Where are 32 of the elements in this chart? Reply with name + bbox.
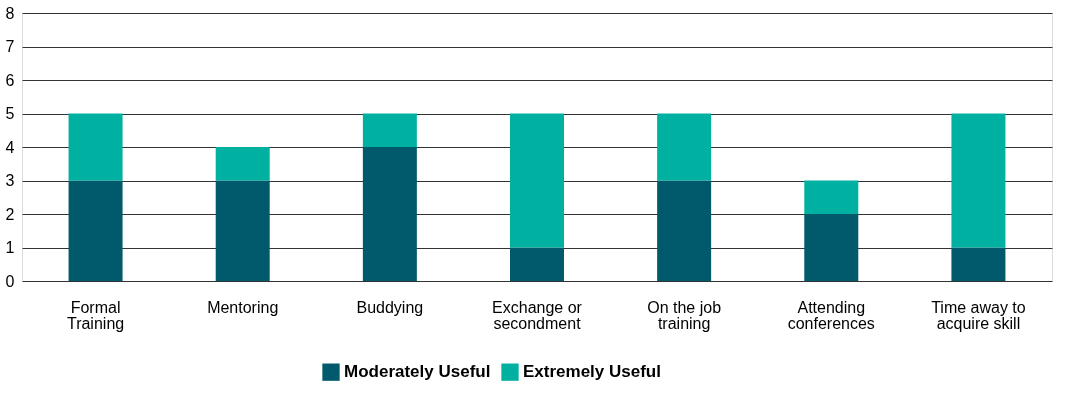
legend-label: Extremely Useful bbox=[523, 362, 661, 382]
x-tick-label: Attending conferences bbox=[787, 298, 875, 332]
y-tick-label: 6 bbox=[5, 71, 15, 89]
bar bbox=[215, 180, 270, 281]
bar bbox=[510, 247, 564, 281]
y-tick-label: 5 bbox=[5, 105, 15, 122]
x-tick-label: Time away to acquire skill bbox=[931, 298, 1026, 332]
bar bbox=[68, 180, 123, 281]
y-tick-label: 3 bbox=[5, 172, 15, 189]
y-tick-label: 0 bbox=[5, 272, 15, 290]
bar bbox=[657, 113, 712, 181]
bar bbox=[657, 180, 712, 281]
x-tick-label: Buddying bbox=[356, 298, 424, 316]
x-tick-label: Mentoring bbox=[207, 298, 279, 316]
x-tick-label: Formal Training bbox=[66, 298, 125, 332]
y-tick-label: 8 bbox=[5, 4, 15, 22]
bar bbox=[951, 113, 1006, 248]
bar bbox=[362, 147, 417, 281]
bar bbox=[510, 113, 564, 248]
y-tick-label: 4 bbox=[5, 138, 15, 156]
bar bbox=[804, 214, 859, 281]
bar bbox=[804, 180, 859, 214]
bar bbox=[68, 113, 123, 181]
bar bbox=[951, 247, 1006, 281]
x-tick-label: Exchange or secondment bbox=[492, 298, 583, 332]
y-tick-label: 7 bbox=[5, 38, 15, 55]
bar bbox=[215, 147, 270, 181]
bar bbox=[362, 113, 417, 147]
legend-label: Moderately Useful bbox=[344, 362, 491, 382]
y-tick-label: 2 bbox=[5, 205, 15, 223]
x-tick-label: On the job training bbox=[647, 298, 722, 332]
y-tick-label: 1 bbox=[5, 239, 15, 256]
